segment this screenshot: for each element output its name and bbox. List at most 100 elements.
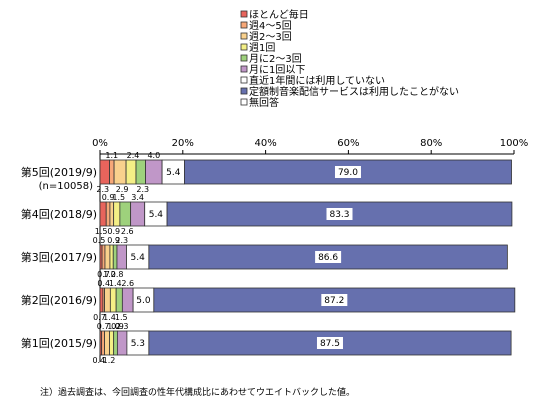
category-label: 第1回(2015/9) [21,336,97,350]
legend-label: 週4～5回 [249,20,292,32]
legend-label: 無回答 [249,96,279,109]
legend-swatch [240,43,248,51]
bar-segment [115,287,123,313]
data-label: 5.3 [131,339,145,349]
bar-segment [113,330,118,356]
legend-swatch [240,54,248,62]
x-tick-label: 20% [172,138,194,149]
category-label: 第4回(2018/9) [21,207,97,221]
bar-segment [99,287,104,313]
data-label: 1.1 [105,151,118,160]
x-tick-label: 0% [92,138,108,149]
data-label: 2.6 [121,227,134,236]
x-axis: 0% 20% 40% 60% 80% 100% [92,138,528,362]
category-labels: 第5回(2019/9) (n=10058) 第4回(2018/9) 第3回(2017/… [21,165,97,350]
bar-segment [130,201,146,227]
x-tick-label: 80% [420,138,442,149]
data-label: 2.9 [116,185,129,194]
bar-segment [109,244,114,270]
data-label: 83.3 [329,210,349,220]
data-label: 5.4 [149,210,164,220]
data-label: 5.4 [166,168,181,178]
bar-segment [99,201,107,227]
bar-segment [109,287,117,313]
bar-segment [99,159,110,185]
data-label: 87.2 [324,296,344,306]
data-label: 1.5 [115,313,128,322]
category-label: 第3回(2017/9) [21,250,97,264]
legend-swatch [240,65,248,73]
x-tick-label: 40% [254,138,276,149]
data-label: 1.0 [107,322,120,331]
legend-swatch [240,76,248,84]
legend-swatch [240,98,248,106]
bar-segment [113,159,127,185]
data-label: 1.5 [112,193,125,202]
data-label: 0.7 [97,270,110,279]
data-label-box [334,166,361,178]
data-label: 2.3 [136,185,149,194]
data-label-box [316,337,343,349]
data-label: 1.2 [103,270,116,279]
bar-segment [116,244,127,270]
data-label: 5.4 [131,253,146,263]
data-label: 2.4 [127,151,140,160]
bar-segment [104,330,110,356]
data-label: 0.7 [93,313,106,322]
data-label: 79.0 [338,168,358,178]
data-label: 1.4 [109,279,122,288]
legend-swatch [240,21,248,29]
data-label: 0.9 [107,227,120,236]
data-label: 1.4 [103,313,116,322]
bars-group: 2.31.12.92.42.34.05.4 79.01.50.90.91.52.6… [92,151,516,365]
data-label: 2.6 [121,279,134,288]
data-label: 0.9 [107,236,120,245]
bar-segment [105,201,111,227]
legend-swatch [240,10,248,18]
legend-swatch [240,32,248,40]
legend-label: ほとんど毎日 [249,8,309,21]
bar-segment [109,201,115,227]
bar-segment [101,330,105,356]
bar-segment [104,287,111,313]
data-label: 1.2 [103,356,116,365]
sample-size-label: (n=10058) [39,181,93,192]
data-label: 2.3 [116,322,129,331]
legend-label: 定額制音楽配信サービスは利用したことがない [249,85,459,98]
bar-segment [121,287,134,313]
data-label: 0.4 [92,356,105,365]
data-label-box [326,208,353,220]
bar-segment [135,159,146,185]
bar-segment [109,159,115,185]
data-label: 4.0 [147,151,160,160]
data-label: 87.5 [320,339,340,349]
bar-segment [119,201,132,227]
data-label: 1.5 [95,227,108,236]
data-label: 3.4 [131,193,144,202]
legend-label: 週2～3回 [249,31,292,43]
legend-label: 週1回 [249,42,275,54]
footnote: 注）過去調査は、今回調査の性年代構成比にあわせてウエイトバックした値。 [40,386,355,398]
category-label: 第5回(2019/9) [21,165,97,179]
data-label: 5.0 [136,296,151,306]
data-label: 2.3 [115,236,128,245]
data-label: 0.4 [97,279,110,288]
legend-label: 直近1年間には利用していない [249,74,385,87]
data-label: 0.9 [111,322,124,331]
data-label-box [315,251,342,263]
data-label: 0.9 [102,193,115,202]
legend-swatch [240,87,248,95]
bar-segment [109,330,115,356]
data-label: 86.6 [318,253,338,263]
data-label: 0.7 [97,322,110,331]
x-tick-label: 100% [500,138,529,149]
bar-segment [104,244,111,270]
bar-segment [113,201,121,227]
data-label-box [321,294,348,306]
bar-segment [145,159,163,185]
data-label: 2.3 [96,185,109,194]
legend-label: 月に2～3回 [249,53,302,65]
category-label: 第2回(2016/9) [21,293,97,307]
x-tick-label: 60% [337,138,359,149]
